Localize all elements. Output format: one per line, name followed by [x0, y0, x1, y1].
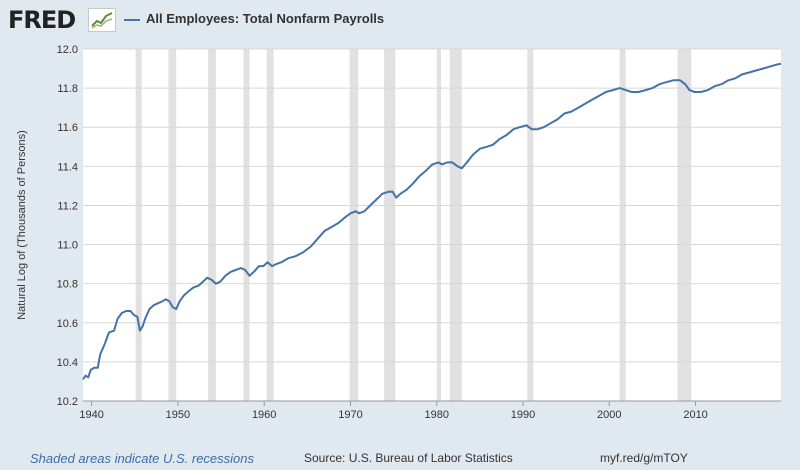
x-tick-label: 1950	[166, 409, 190, 421]
recession-band	[349, 49, 359, 401]
recession-band	[384, 49, 396, 401]
y-tick-label: 11.8	[57, 83, 78, 95]
x-tick-label: 1940	[79, 409, 103, 421]
series-line	[82, 62, 782, 381]
legend-swatch	[124, 19, 140, 21]
x-tick-label: 2010	[683, 409, 707, 421]
recession-band	[527, 49, 534, 401]
recession-band	[677, 49, 692, 401]
recession-band	[243, 49, 250, 401]
y-tick-label: 10.2	[57, 396, 78, 408]
y-tick-label: 10.8	[57, 279, 78, 291]
x-tick-label: 1980	[425, 409, 449, 421]
chart-title: All Employees: Total Nonfarm Payrolls	[146, 11, 385, 26]
y-tick-label: 11.6	[57, 122, 78, 134]
x-tick-label: 1960	[252, 409, 276, 421]
x-tick-label: 1970	[338, 409, 362, 421]
recession-band	[135, 49, 142, 401]
fred-logo[interactable]: FRED	[8, 6, 76, 34]
chart-area: 10.2 10.4 10.6 10.8 11.0 11.2 11.4 11.6 11.8 12.0…	[16, 44, 782, 421]
y-axis-label: Natural Log of (Thousands of Persons)	[16, 130, 28, 320]
recession-band	[619, 49, 626, 401]
x-tick-label: 1990	[511, 409, 535, 421]
y-tick-label: 12.0	[57, 44, 78, 56]
y-tick-label: 11.0	[57, 240, 78, 252]
short-url-link[interactable]: myf.red/g/mTOY	[600, 451, 688, 465]
chart-header: FRED All Employees: Total Nonfarm Payrol…	[0, 0, 800, 40]
source-text: Source: U.S. Bureau of Labor Statistics	[304, 451, 513, 465]
recession-band	[168, 49, 177, 401]
plot-background	[83, 49, 781, 401]
recession-band	[266, 49, 274, 401]
x-tick-label: 2000	[597, 409, 621, 421]
recession-band	[449, 49, 462, 401]
fred-chart-icon	[88, 8, 116, 32]
y-tick-label: 11.4	[57, 161, 78, 173]
y-tick-label: 10.6	[57, 318, 78, 330]
recession-band	[436, 49, 442, 401]
recession-band	[208, 49, 216, 401]
y-tick-label: 11.2	[57, 200, 78, 212]
recession-note: Shaded areas indicate U.S. recessions	[30, 451, 255, 466]
y-tick-label: 10.4	[57, 357, 78, 369]
